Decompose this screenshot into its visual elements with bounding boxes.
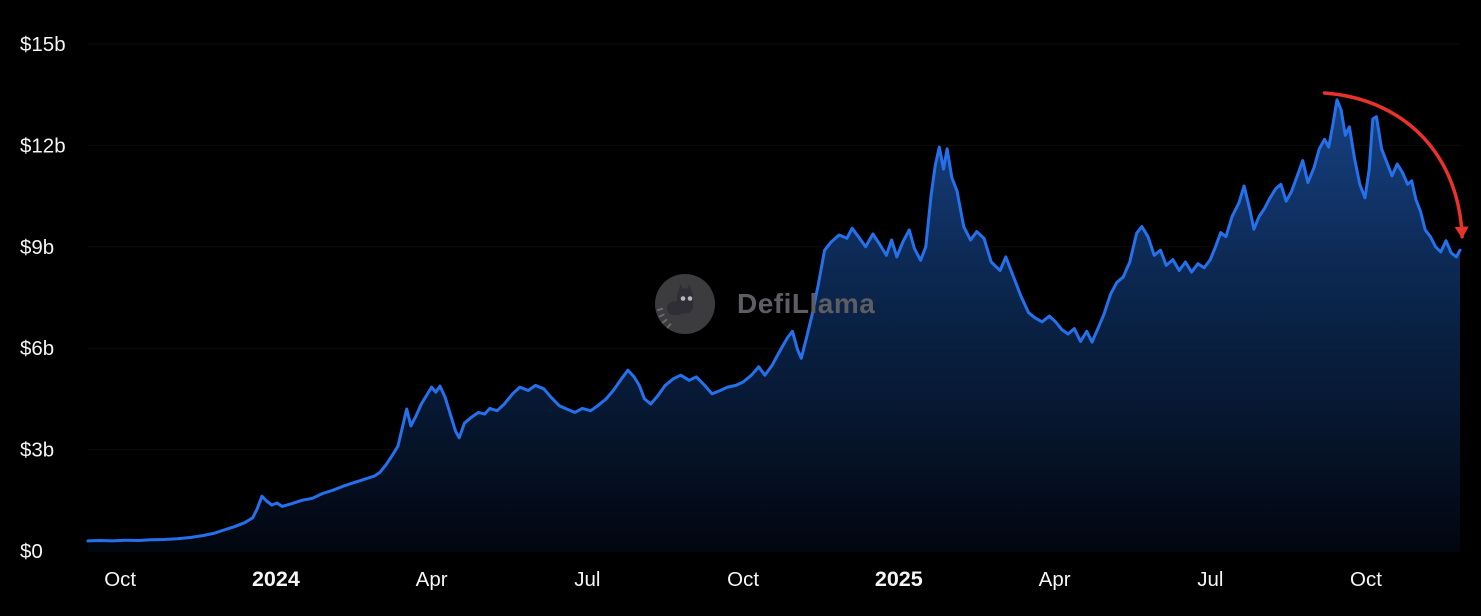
y-axis-label: $12b: [20, 134, 66, 157]
series-area-fill: [88, 99, 1460, 552]
x-axis-label: Jul: [1197, 568, 1223, 591]
y-axis-label: $0: [20, 540, 43, 563]
y-axis-label: $9b: [20, 236, 54, 259]
x-axis-label: Apr: [1039, 568, 1071, 591]
x-axis-label: Oct: [1350, 568, 1382, 591]
x-axis-label: Jul: [574, 568, 600, 591]
x-axis-label: Oct: [727, 568, 759, 591]
x-axis-label: 2024: [252, 567, 300, 591]
x-axis-label: 2025: [875, 567, 923, 591]
trend-arrow-annotation: [1322, 91, 1469, 239]
x-axis-label: Apr: [416, 568, 448, 591]
series-line: [86, 98, 1462, 543]
y-axis-label: $6b: [20, 337, 54, 360]
x-axis-label: Oct: [104, 568, 136, 591]
y-axis-label: $15b: [20, 33, 66, 56]
y-axis-label: $3b: [20, 439, 54, 462]
